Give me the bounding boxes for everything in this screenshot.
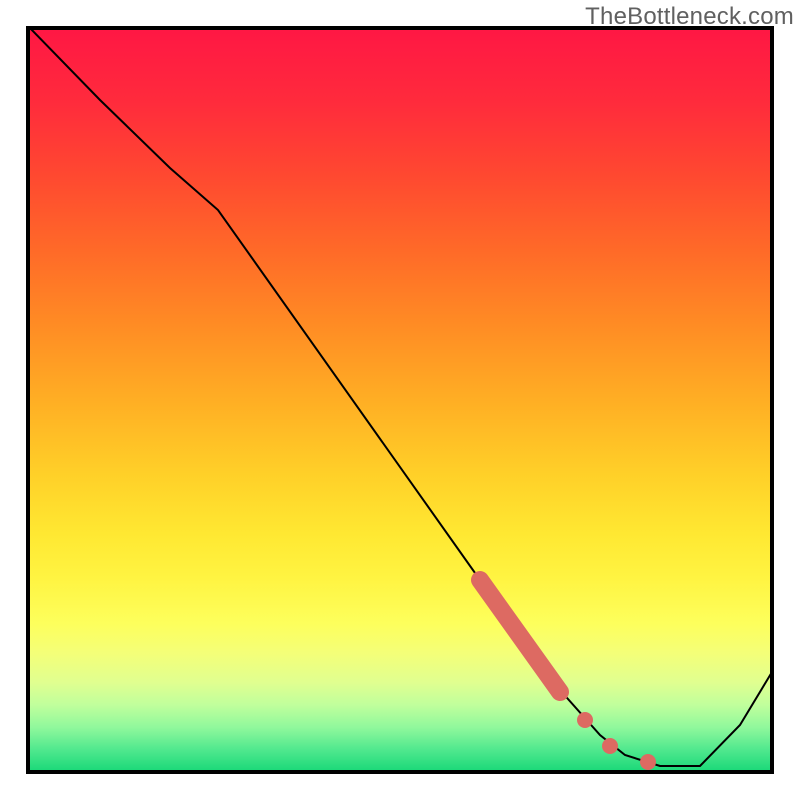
highlight-dot: [602, 738, 618, 754]
chart-svg: [0, 0, 800, 800]
highlight-dot: [577, 712, 593, 728]
chart-frame: TheBottleneck.com: [0, 0, 800, 800]
highlight-dot: [640, 754, 656, 770]
watermark-text: TheBottleneck.com: [585, 3, 794, 31]
